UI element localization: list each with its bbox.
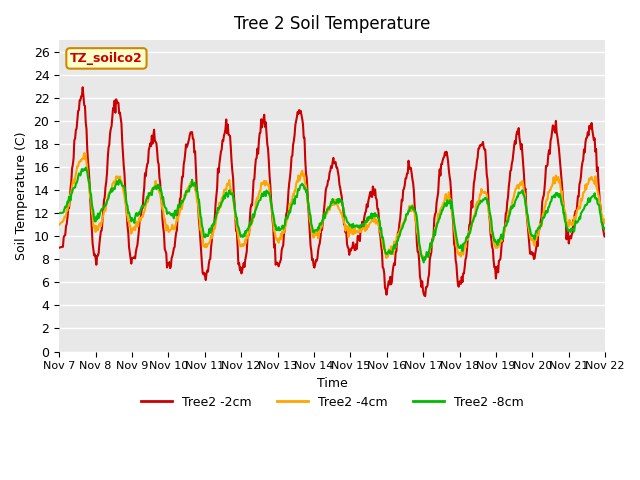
Title: Tree 2 Soil Temperature: Tree 2 Soil Temperature (234, 15, 430, 33)
X-axis label: Time: Time (317, 377, 348, 390)
Legend: Tree2 -2cm, Tree2 -4cm, Tree2 -8cm: Tree2 -2cm, Tree2 -4cm, Tree2 -8cm (136, 391, 529, 414)
Text: TZ_soilco2: TZ_soilco2 (70, 52, 143, 65)
Y-axis label: Soil Temperature (C): Soil Temperature (C) (15, 132, 28, 260)
